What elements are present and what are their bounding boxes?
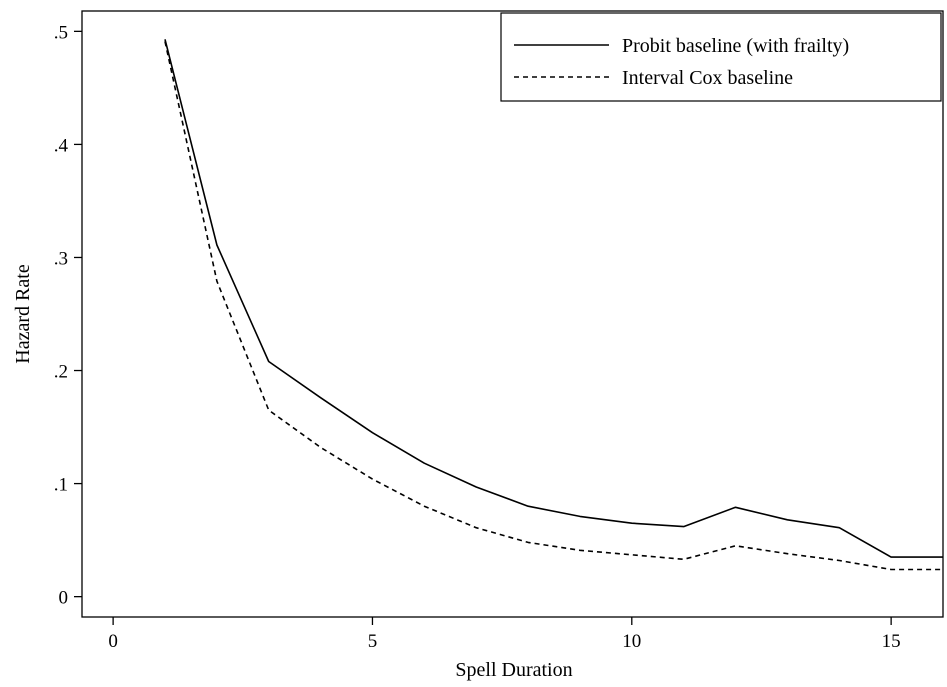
x-tick-label: 10 <box>622 631 641 652</box>
y-tick-label: .5 <box>54 22 68 43</box>
x-tick-label: 0 <box>108 631 118 652</box>
y-tick-label: .3 <box>54 248 68 269</box>
legend-label: Interval Cox baseline <box>622 67 793 89</box>
y-tick-label: .1 <box>54 475 68 496</box>
x-axis-title: Spell Duration <box>455 659 572 681</box>
x-tick-label: 15 <box>882 631 901 652</box>
legend-box <box>500 12 942 102</box>
y-tick-label: .2 <box>54 362 68 383</box>
y-axis-title: Hazard Rate <box>12 264 34 364</box>
y-tick-label: .4 <box>54 135 69 156</box>
legend-label: Probit baseline (with frailty) <box>622 35 849 57</box>
interval-cox-baseline-line <box>164 41 943 571</box>
plot-frame <box>81 10 944 618</box>
probit-baseline-line <box>164 39 943 558</box>
x-tick-label: 5 <box>368 631 378 652</box>
y-tick-label: 0 <box>59 588 69 609</box>
